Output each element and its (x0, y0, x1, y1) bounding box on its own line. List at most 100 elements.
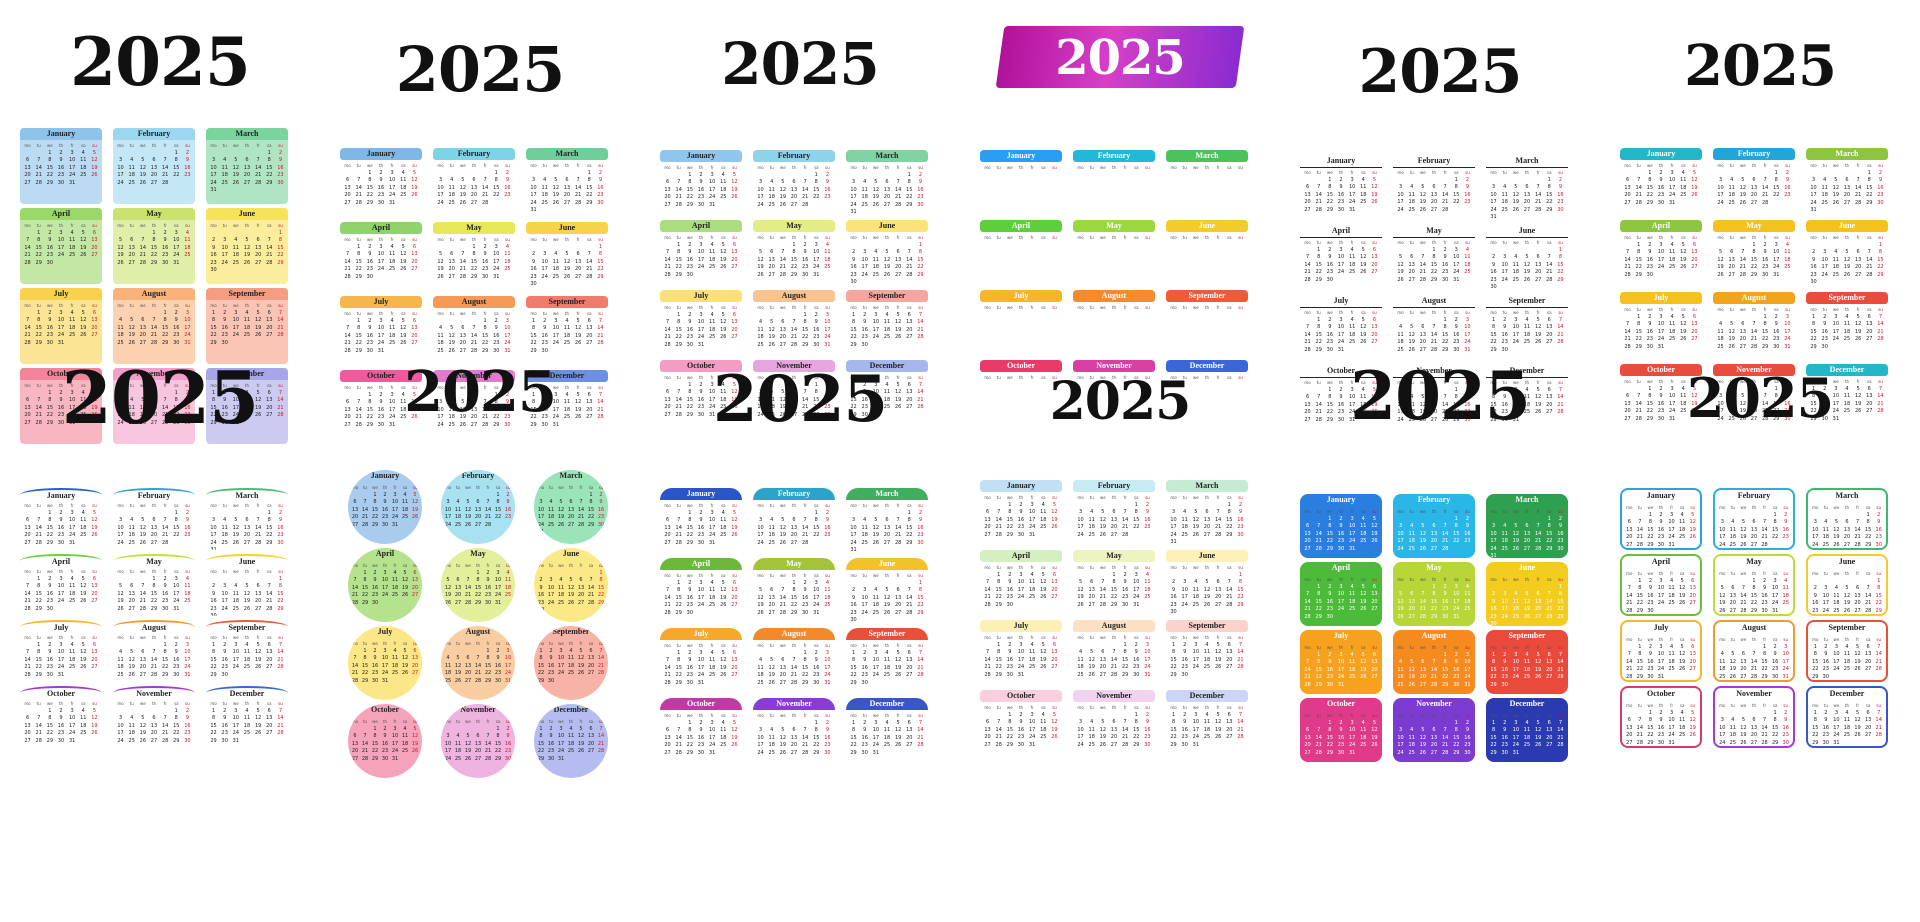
day-12: 12 (1419, 191, 1427, 198)
day-16: 16 (504, 406, 511, 413)
weekday-label: fr (1443, 380, 1447, 385)
day-3: 3 (1350, 176, 1354, 183)
day-10: 10 (1348, 184, 1356, 190)
day-4: 4 (758, 657, 763, 663)
day-27: 27 (1203, 531, 1211, 538)
weekday-label: sa (1041, 375, 1046, 380)
day-1: 1 (1008, 501, 1012, 508)
weekday-label: tu (769, 643, 774, 648)
day-7: 7 (472, 325, 476, 331)
day-12: 12 (128, 656, 135, 663)
day-6: 6 (25, 397, 30, 403)
day-31: 31 (1144, 341, 1151, 348)
day-30: 30 (1657, 415, 1665, 422)
day-9: 9 (1659, 393, 1663, 399)
day-26: 26 (454, 677, 462, 684)
day-3: 3 (390, 391, 394, 398)
weekday-label: we (465, 485, 471, 490)
day-30: 30 (686, 271, 694, 278)
day-12: 12 (232, 164, 240, 171)
weekday-label: tu (36, 383, 41, 388)
weekday-label: tu (1089, 375, 1094, 380)
day-10: 10 (708, 179, 716, 185)
day-29: 29 (1237, 601, 1244, 608)
month-days-grid: mo tu we th fr sa su 1 2 3 4 5 6 7 8 9 10 11 12 13 14 15 16 17 1… (22, 634, 100, 679)
day-1: 1 (368, 391, 372, 398)
day-13: 13 (1099, 326, 1107, 333)
month-august: August mo tu we th fr sa su 1 2 3 4 5 6 7 8 9 10 11 12 13 14 1… (1393, 295, 1475, 361)
day-23: 23 (366, 340, 374, 346)
day-9: 9 (1878, 177, 1883, 183)
day-24: 24 (1017, 334, 1025, 340)
day-17: 17 (708, 734, 716, 741)
day-29: 29 (35, 259, 42, 266)
empty-day (1715, 242, 1726, 250)
weekday-label: fr (1123, 165, 1127, 170)
day-5: 5 (1361, 246, 1365, 253)
day-6: 6 (1372, 316, 1377, 323)
day-1: 1 (1811, 313, 1816, 320)
month-june: June mo tu we th fr sa su 1 2 3 4 5 6 7 8 9 10 11 12 13 14 15 1… (1166, 220, 1248, 286)
day-26: 26 (720, 672, 727, 678)
day-25: 25 (1088, 201, 1095, 208)
month-name: November (753, 360, 835, 372)
day-7: 7 (163, 517, 167, 523)
day-30: 30 (366, 273, 374, 280)
day-10: 10 (381, 655, 389, 661)
day-5: 5 (92, 149, 97, 156)
day-27: 27 (1051, 264, 1058, 270)
weekday-label: sa (587, 237, 592, 242)
day-4: 4 (549, 499, 553, 505)
weekday-label: sa (495, 641, 501, 646)
day-2: 2 (1465, 386, 1470, 393)
day-23: 23 (1646, 336, 1654, 342)
day-6: 6 (25, 157, 30, 163)
day-16: 16 (813, 326, 820, 333)
weekday-label: sa (721, 643, 726, 648)
day-7: 7 (918, 381, 923, 388)
day-20: 20 (1854, 264, 1862, 270)
day-9: 9 (1008, 319, 1012, 325)
day-31: 31 (872, 749, 880, 756)
day-17: 17 (1017, 326, 1025, 333)
day-17: 17 (872, 664, 880, 671)
day-21: 21 (995, 194, 1002, 200)
day-26: 26 (894, 672, 902, 678)
day-16: 16 (1464, 401, 1471, 408)
day-27: 27 (1214, 271, 1222, 278)
day-29: 29 (161, 339, 169, 346)
day-22: 22 (995, 334, 1002, 340)
empty-day (536, 492, 546, 500)
month-name: September (846, 628, 928, 640)
day-6: 6 (92, 641, 97, 648)
weekday-label: mo (850, 235, 857, 240)
day-14: 14 (1110, 326, 1118, 333)
day-24: 24 (377, 266, 385, 272)
day-21: 21 (1441, 199, 1449, 205)
day-23: 23 (366, 266, 374, 272)
day-7: 7 (1867, 249, 1871, 255)
day-14: 14 (254, 164, 262, 171)
day-23: 23 (210, 259, 217, 266)
day-13: 13 (1088, 586, 1095, 593)
day-29: 29 (586, 199, 593, 206)
empty-day (1179, 172, 1190, 180)
day-27: 27 (567, 521, 575, 528)
day-26: 26 (1192, 201, 1200, 208)
day-24: 24 (1144, 334, 1151, 340)
day-9: 9 (1648, 321, 1652, 327)
day-21: 21 (1866, 264, 1873, 270)
weekday-label: tu (129, 383, 134, 388)
day-4: 4 (565, 317, 569, 324)
day-26: 26 (444, 599, 452, 606)
day-26: 26 (1680, 264, 1687, 270)
day-8: 8 (48, 397, 52, 403)
month-november: November mo tu we th fr sa su 1 2 3 4 5 6 7 8 9 10 11 12 13 1… (1073, 360, 1155, 426)
weekday-label: mo (1810, 307, 1817, 312)
weekday-label: th (58, 635, 64, 640)
day-11: 11 (454, 506, 462, 513)
day-15: 15 (1773, 184, 1780, 191)
day-5: 5 (1101, 389, 1105, 395)
day-27: 27 (24, 179, 31, 186)
weekday-label: mo (757, 375, 764, 380)
